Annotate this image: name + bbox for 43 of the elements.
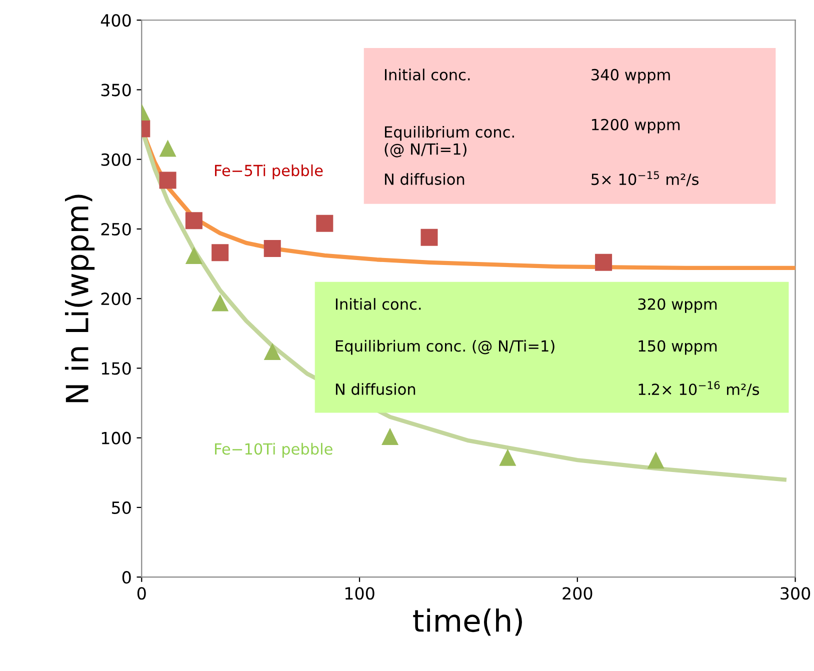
point (264, 343, 281, 360)
annotation: 1200 wppm (592, 118, 680, 134)
x-tick-label: 100 (345, 587, 374, 600)
point (159, 172, 176, 189)
point (499, 448, 516, 466)
x-tick-label: 200 (562, 587, 592, 600)
annotation: 320 wppm (638, 298, 717, 313)
y-tick-label: 0 (122, 571, 131, 584)
text: Fe−10Ti pebble (215, 442, 332, 458)
text: Fe−5Ti pebble (215, 164, 323, 180)
annotation: Initial conc. (384, 68, 470, 80)
annotation: N diffusion (336, 383, 416, 395)
y-tick-label: 300 (101, 153, 131, 166)
y-tick-label: 400 (100, 14, 131, 27)
point (159, 140, 176, 157)
annotation: Equilibrium conc. (@ N/Ti=1) (336, 340, 554, 355)
annotation: Initial conc. (336, 298, 421, 310)
point (595, 254, 612, 271)
annotation: 5× 10$^{−15}$ m²/s (592, 171, 699, 186)
point (316, 214, 334, 232)
y-tick-label: 250 (101, 222, 131, 236)
y-tick-label: 150 (102, 362, 131, 375)
x-tick-label: 300 (780, 587, 810, 600)
y-tick-label: 350 (101, 84, 131, 96)
annotation: 340 wppm (592, 68, 670, 84)
annotation: N diffusion (384, 173, 464, 185)
x-tick-label: 0 (137, 587, 146, 600)
annotation: Equilibrium conc. (@ N/Ti=1) (384, 126, 514, 158)
annotation: 150 wppm (638, 340, 717, 355)
y-tick-label: 200 (101, 292, 131, 306)
point (185, 212, 202, 230)
point (264, 240, 281, 257)
y-tick-label: 50 (112, 501, 131, 514)
point (185, 246, 202, 264)
annotation: 1.2× 10$^{−16}$ m²/s (638, 381, 760, 396)
point (212, 244, 229, 262)
point (420, 228, 438, 246)
point (647, 452, 664, 469)
y-axis-title: N in Li(wppm) (64, 194, 95, 402)
y-tick-label: 100 (102, 432, 131, 444)
x-axis-title: time(h) (413, 608, 522, 636)
point (382, 428, 399, 445)
point (212, 294, 229, 312)
